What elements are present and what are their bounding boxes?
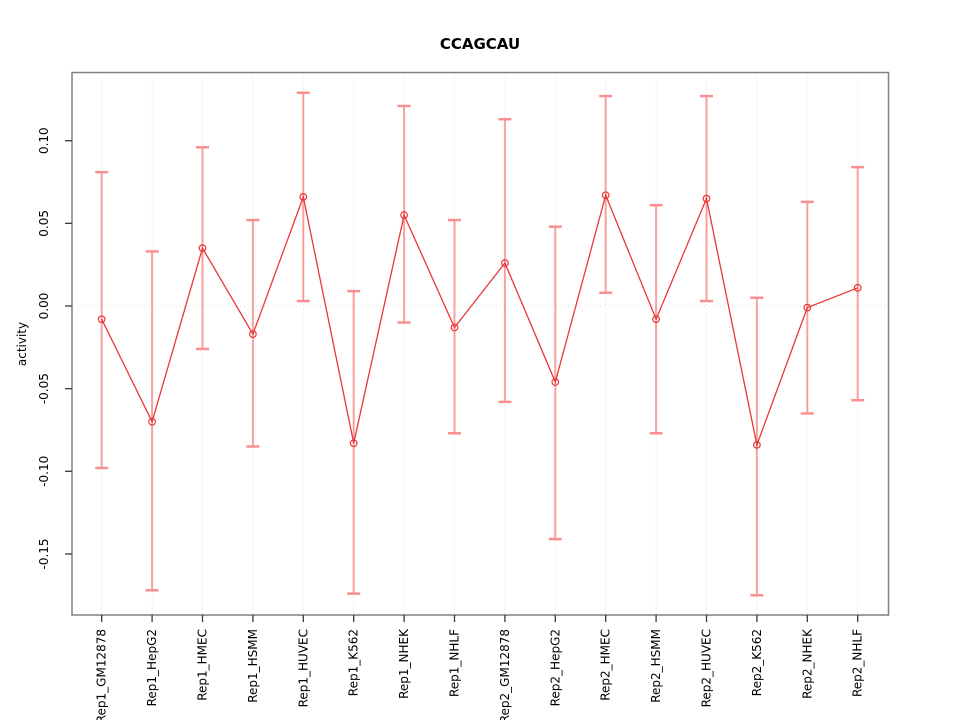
chart-title: CCAGCAU: [440, 35, 520, 53]
data-point-marker: [148, 417, 157, 426]
x-tick-label: Rep1_HSMM: [246, 629, 260, 703]
data-point-marker: [753, 440, 761, 449]
plot-box: [71, 71, 890, 616]
x-tick-label: Rep1_NHLF: [448, 629, 462, 697]
y-tick-label: -0.05: [37, 373, 51, 404]
y-tick-label: -0.15: [37, 538, 51, 569]
x-tick-label: Rep2_HepG2: [548, 629, 562, 706]
data-point-marker: [702, 194, 711, 203]
data-point-marker: [400, 211, 409, 219]
data-point-marker: [248, 330, 257, 339]
x-tick-label: Rep1_HepG2: [145, 629, 159, 706]
x-tick-label: Rep2_HMEC: [599, 629, 613, 701]
x-tick-label: Rep1_NHEK: [397, 628, 411, 699]
data-point-marker: [803, 303, 812, 312]
x-tick-label: Rep2_NHLF: [851, 629, 865, 697]
data-point-marker: [652, 315, 660, 324]
y-tick-label: 0.00: [37, 293, 51, 320]
x-tick-label: Rep2_HUVEC: [700, 629, 714, 707]
data-point-marker: [198, 244, 207, 253]
x-tick-label: Rep1_HMEC: [196, 629, 210, 701]
series-line: [101, 193, 858, 448]
data-point-marker: [450, 323, 459, 332]
x-tick-label: Rep1_K562: [347, 629, 361, 696]
x-tick-label: Rep2_GM12878: [498, 629, 512, 720]
x-tick-label: Rep1_GM12878: [95, 629, 109, 720]
data-point-marker: [601, 191, 610, 200]
data-point-marker: [551, 378, 560, 386]
data-point-marker: [97, 315, 106, 324]
y-tick-label: 0.10: [37, 127, 51, 154]
data-point-marker: [501, 259, 509, 267]
y-axis-label: activity: [15, 322, 29, 366]
x-tick-label: Rep2_K562: [750, 629, 764, 696]
data-layer: [95, 91, 865, 597]
x-tick-label: Rep2_NHEK: [800, 628, 814, 699]
data-point-marker: [299, 193, 308, 201]
data-point-marker: [853, 283, 862, 292]
y-tick-label: -0.10: [37, 456, 51, 487]
grid-layer: [72, 72, 889, 615]
axis-layer: 0.10 0.05 0.00 -0.05 -0.10 -0.15 Rep1_GM12878 R…: [37, 71, 890, 720]
data-point-marker: [349, 439, 358, 448]
y-tick-label: 0.05: [37, 210, 51, 237]
x-tick-label: Rep1_HUVEC: [296, 629, 310, 707]
x-tick-label: Rep2_HSMM: [649, 629, 663, 703]
